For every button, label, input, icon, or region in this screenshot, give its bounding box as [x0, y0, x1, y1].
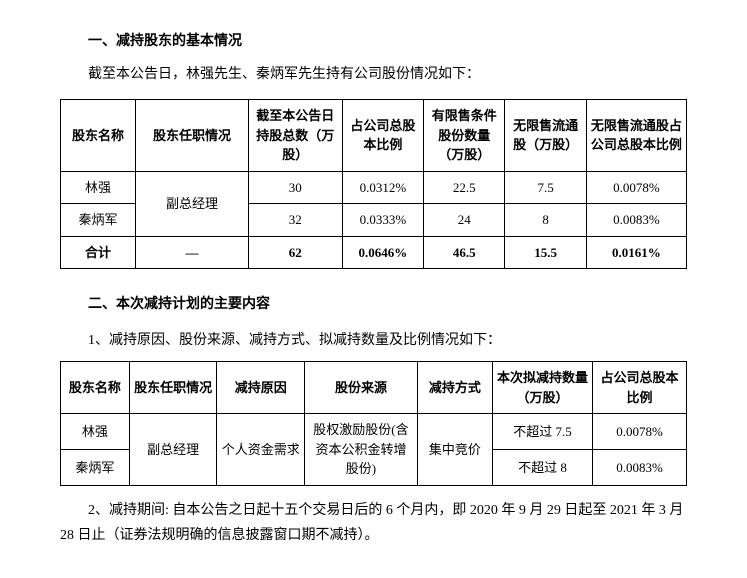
cell-name: 林强	[61, 171, 136, 204]
cell-ratio: 0.0312%	[342, 171, 423, 204]
cell-position: 副总经理	[136, 171, 249, 236]
col-source: 股份来源	[305, 362, 418, 414]
section2-footer: 2、减持期间: 自本公告之日起十五个交易日后的 6 个月内，即 2020 年 9…	[60, 498, 687, 548]
cell-unlimited: 8	[505, 204, 586, 237]
cell-ratio: 0.0083%	[593, 449, 687, 485]
cell-limited: 22.5	[424, 171, 505, 204]
col-name: 股东名称	[61, 100, 136, 172]
section2-title: 二、本次减持计划的主要内容	[60, 293, 687, 313]
cell-name: 秦炳军	[61, 204, 136, 237]
cell-ratio: 0.0078%	[593, 414, 687, 450]
cell-unlimited: 7.5	[505, 171, 586, 204]
cell-total: 32	[248, 204, 342, 237]
cell-ratio: 0.0646%	[342, 236, 423, 269]
cell-position: —	[136, 236, 249, 269]
col-amount: 本次拟减持数量（万股）	[492, 362, 592, 414]
cell-total: 30	[248, 171, 342, 204]
cell-limited: 24	[424, 204, 505, 237]
section1-intro: 截至本公告日，林强先生、秦炳军先生持有公司股份情况如下：	[60, 62, 687, 87]
cell-total: 62	[248, 236, 342, 269]
col-unlimited: 无限售流通股（万股）	[505, 100, 586, 172]
col-unratio: 无限售流通股占公司总股本比例	[586, 100, 686, 172]
cell-name: 合计	[61, 236, 136, 269]
cell-reason: 个人资金需求	[217, 414, 305, 486]
cell-amount: 不超过 8	[492, 449, 592, 485]
col-limited: 有限售条件股份数量（万股）	[424, 100, 505, 172]
cell-unratio: 0.0161%	[586, 236, 686, 269]
reduction-plan-table: 股东名称 股东任职情况 减持原因 股份来源 减持方式 本次拟减持数量（万股） 占…	[60, 361, 687, 486]
shareholder-table: 股东名称 股东任职情况 截至本公告日持股总数（万股） 占公司总股本比例 有限售条…	[60, 99, 687, 269]
cell-method: 集中竞价	[417, 414, 492, 486]
cell-name: 林强	[61, 414, 130, 450]
col-reason: 减持原因	[217, 362, 305, 414]
cell-position: 副总经理	[129, 414, 217, 486]
row-linqiang: 林强 副总经理 个人资金需求 股权激励股份(含资本公积金转增股份) 集中竞价 不…	[61, 414, 687, 450]
cell-source: 股权激励股份(含资本公积金转增股份)	[305, 414, 418, 486]
row-linqiang: 林强 副总经理 30 0.0312% 22.5 7.5 0.0078%	[61, 171, 687, 204]
col-ratio: 占公司总股本比例	[593, 362, 687, 414]
cell-limited: 46.5	[424, 236, 505, 269]
cell-unlimited: 15.5	[505, 236, 586, 269]
col-position: 股东任职情况	[136, 100, 249, 172]
cell-name: 秦炳军	[61, 449, 130, 485]
row-total: 合计 — 62 0.0646% 46.5 15.5 0.0161%	[61, 236, 687, 269]
cell-unratio: 0.0083%	[586, 204, 686, 237]
cell-amount: 不超过 7.5	[492, 414, 592, 450]
section1-title: 一、减持股东的基本情况	[60, 30, 687, 50]
section2-sub: 1、减持原因、股份来源、减持方式、拟减持数量及比例情况如下：	[60, 329, 687, 349]
cell-ratio: 0.0333%	[342, 204, 423, 237]
col-total: 截至本公告日持股总数（万股）	[248, 100, 342, 172]
col-name: 股东名称	[61, 362, 130, 414]
col-position: 股东任职情况	[129, 362, 217, 414]
col-method: 减持方式	[417, 362, 492, 414]
col-ratio: 占公司总股本比例	[342, 100, 423, 172]
cell-unratio: 0.0078%	[586, 171, 686, 204]
